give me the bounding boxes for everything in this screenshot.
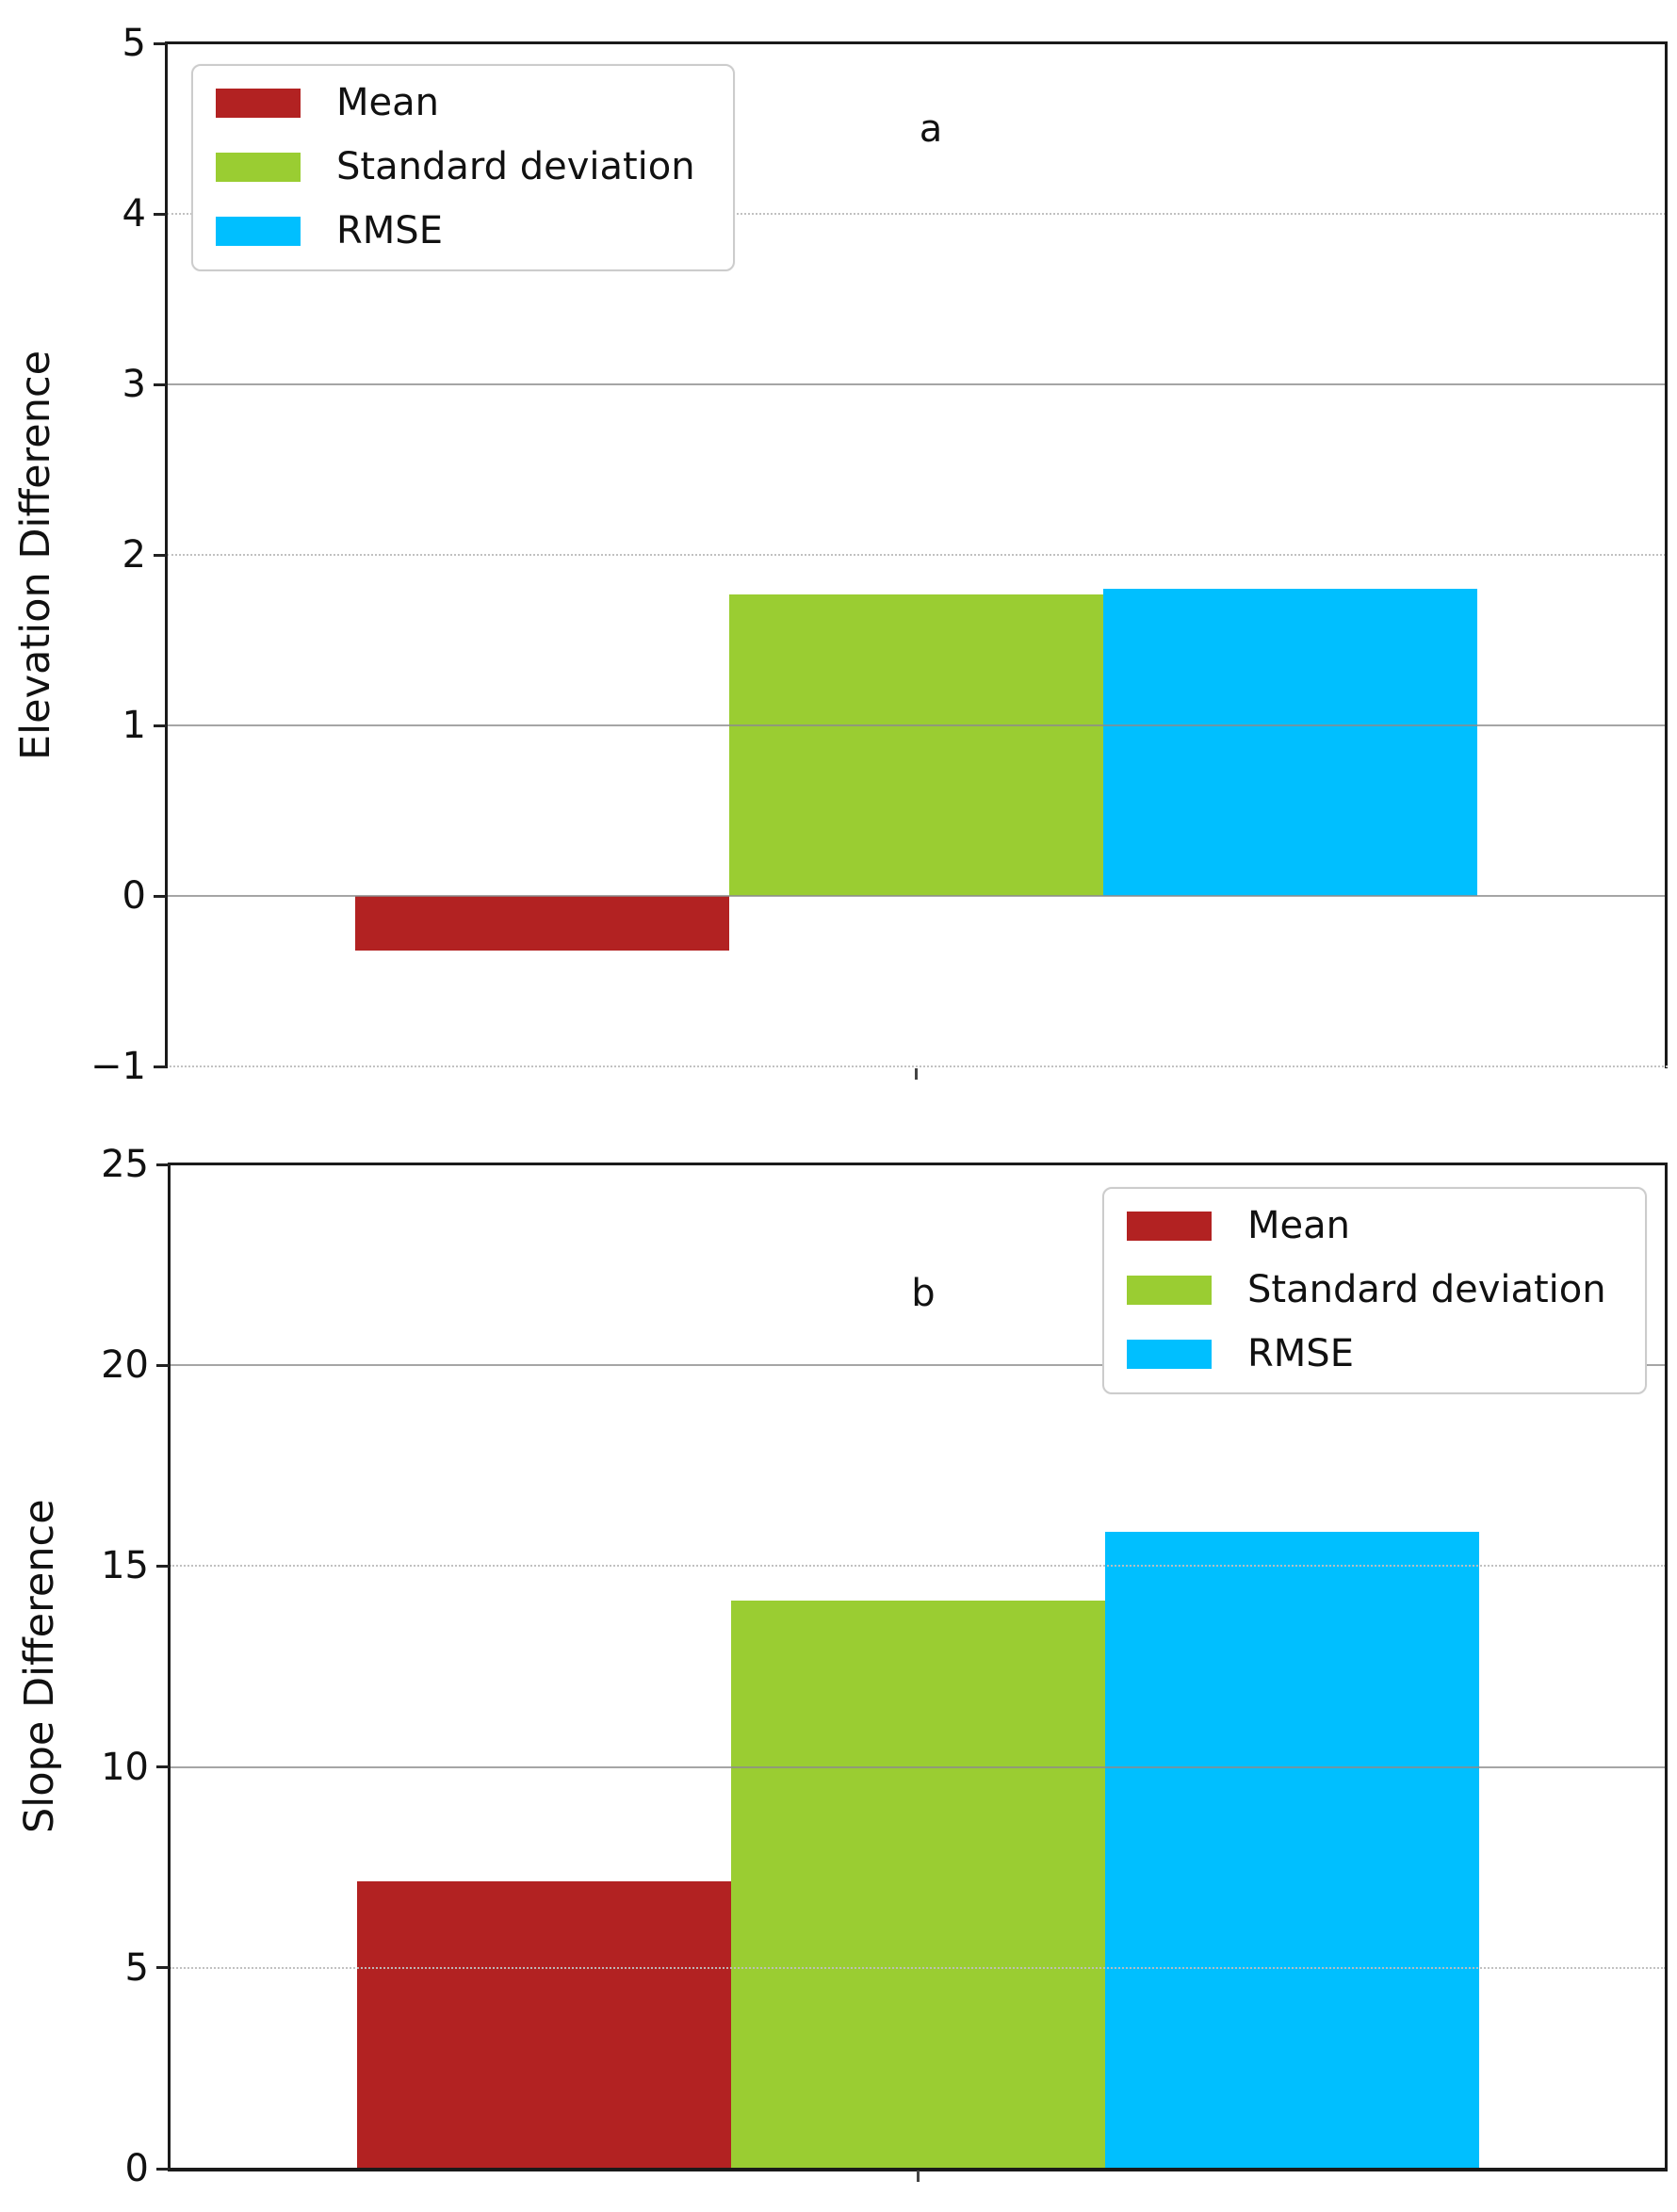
legend-entry: Mean — [1127, 1204, 1622, 1247]
bottom-spine — [165, 1065, 1668, 1067]
left-spine — [168, 1163, 171, 2171]
legend-swatch-standard-deviation — [1127, 1275, 1212, 1305]
bar-standard-deviation — [729, 594, 1103, 896]
legend-entry: Standard deviation — [216, 145, 710, 188]
legend-entry-label: Standard deviation — [336, 145, 695, 188]
gridline — [167, 724, 1666, 726]
bar-mean — [355, 896, 729, 951]
panel-label: a — [919, 107, 943, 151]
legend-swatch-mean — [1127, 1211, 1212, 1241]
y-tick-mark — [154, 1065, 167, 1068]
y-tick-mark — [156, 1163, 170, 1166]
bar-rmse — [1104, 1532, 1479, 2169]
top-spine — [168, 1163, 1668, 1165]
gridline — [170, 1765, 1666, 1768]
legend-entry-label: RMSE — [1247, 1332, 1354, 1375]
legend: Mean Standard deviation RMSE — [191, 64, 735, 271]
y-tick-mark — [154, 553, 167, 557]
y-tick-label: 15 — [101, 1544, 149, 1588]
legend-entry: Mean — [216, 81, 710, 124]
legend-entry-label: Mean — [1247, 1204, 1350, 1247]
top-spine — [165, 41, 1668, 44]
bottom-spine — [168, 2168, 1668, 2171]
legend-swatch-standard-deviation — [216, 152, 301, 182]
y-tick-label: 10 — [101, 1745, 149, 1789]
y-tick-label: 4 — [122, 192, 146, 236]
legend-entry: Standard deviation — [1127, 1268, 1622, 1311]
y-tick-label: 25 — [101, 1143, 149, 1186]
y-axis-label: Elevation Difference — [12, 350, 59, 760]
y-tick-mark — [156, 2167, 170, 2171]
right-spine — [1665, 41, 1668, 1068]
legend-entry-label: Mean — [336, 81, 439, 124]
y-tick-mark — [156, 1765, 170, 1769]
y-tick-label: 0 — [124, 2147, 149, 2190]
bar-standard-deviation — [730, 1600, 1105, 2169]
y-tick-mark — [154, 724, 167, 727]
y-tick-label: 5 — [124, 1945, 149, 1990]
gridline — [170, 1364, 1666, 1367]
y-tick-mark — [154, 382, 167, 386]
gridline — [170, 1966, 1666, 1969]
gridline — [167, 554, 1666, 556]
gridline — [167, 213, 1666, 215]
y-axis-label: Slope Difference — [16, 1499, 63, 1834]
legend-swatch-rmse — [216, 216, 301, 246]
legend-entry: RMSE — [216, 209, 710, 252]
legend-entry-label: RMSE — [336, 209, 443, 252]
y-tick-label: 20 — [101, 1343, 149, 1388]
x-tick-mark — [915, 1068, 918, 1080]
y-tick-label: 2 — [122, 533, 146, 577]
y-tick-label: 0 — [122, 874, 146, 918]
gridline — [167, 895, 1666, 897]
bar-rmse — [1103, 589, 1477, 896]
y-tick-label: −1 — [90, 1045, 146, 1088]
y-tick-label: 3 — [122, 363, 146, 406]
y-tick-mark — [154, 894, 167, 898]
gridline — [170, 1565, 1666, 1568]
legend-swatch-mean — [216, 88, 301, 118]
legend: Mean Standard deviation RMSE — [1102, 1187, 1647, 1394]
x-tick-mark — [916, 2171, 920, 2182]
y-tick-mark — [154, 41, 167, 45]
bar-mean — [356, 1881, 731, 2169]
y-tick-mark — [156, 1564, 170, 1568]
legend-entry-label: Standard deviation — [1247, 1268, 1606, 1311]
legend-swatch-rmse — [1127, 1339, 1212, 1369]
gridline — [167, 383, 1666, 385]
y-tick-mark — [156, 1363, 170, 1367]
y-tick-label: 5 — [122, 22, 146, 65]
y-tick-mark — [156, 1966, 170, 1970]
right-spine — [1665, 1163, 1668, 2171]
y-tick-label: 1 — [122, 704, 146, 747]
y-tick-mark — [154, 212, 167, 216]
panel-label: b — [911, 1272, 936, 1315]
legend-entry: RMSE — [1127, 1332, 1622, 1375]
